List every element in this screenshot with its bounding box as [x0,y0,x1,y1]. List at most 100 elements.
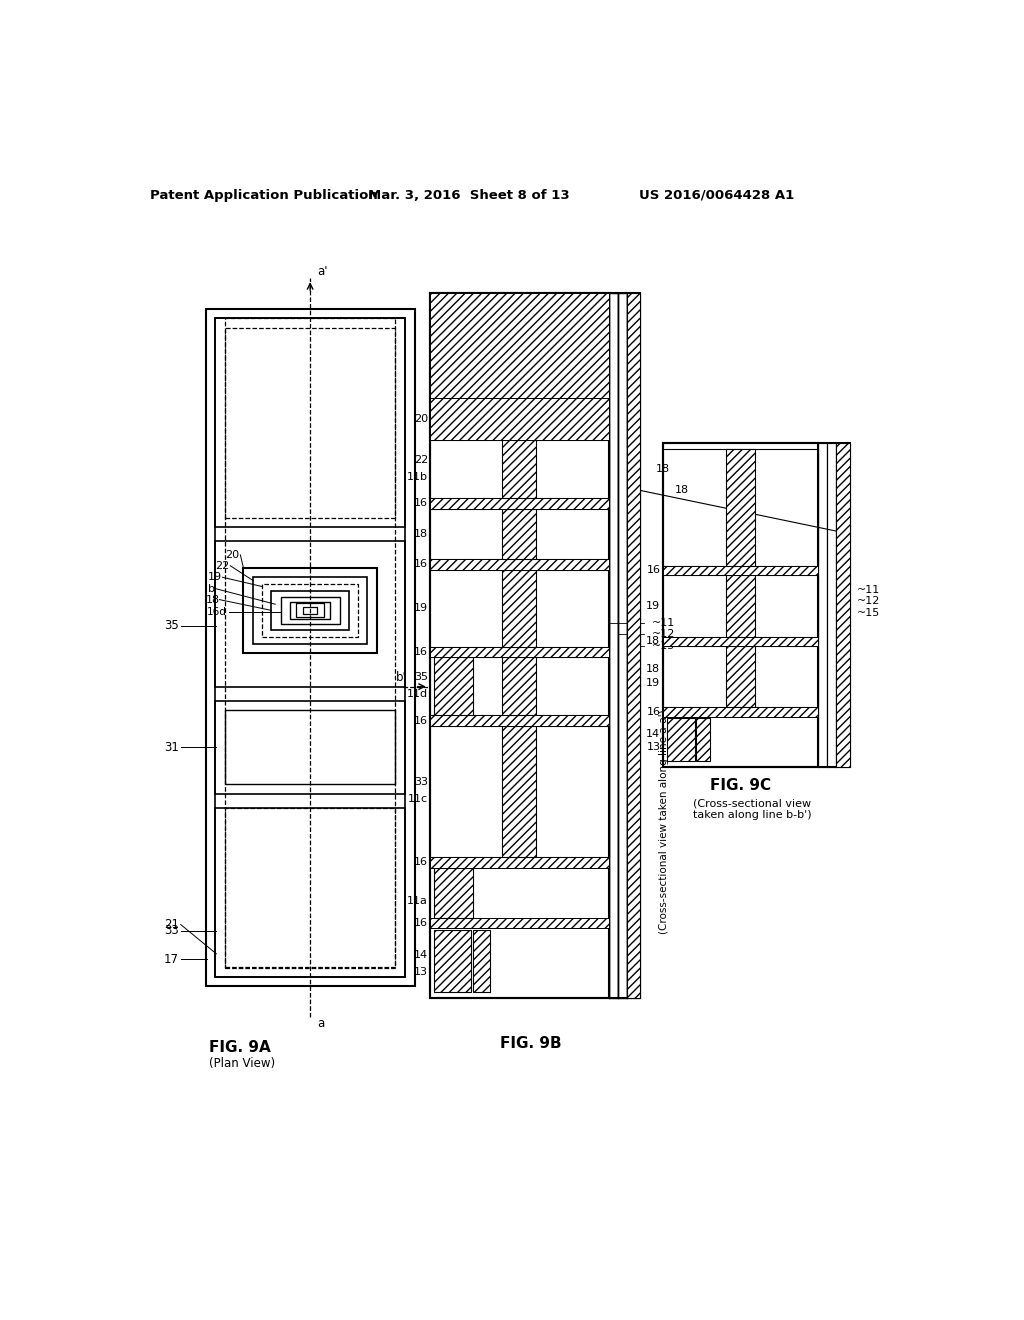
Text: Mar. 3, 2016  Sheet 8 of 13: Mar. 3, 2016 Sheet 8 of 13 [369,189,569,202]
Bar [215,318,406,977]
Bar [430,657,608,715]
Text: 19: 19 [208,573,222,582]
Text: ~15: ~15 [857,607,881,618]
Bar [225,710,395,784]
Bar [663,636,818,645]
Text: a: a [317,1016,325,1030]
Text: 14: 14 [414,949,428,960]
Bar [726,645,755,708]
Text: 11a: 11a [408,896,428,906]
Text: 20: 20 [414,414,428,425]
Bar [430,293,608,397]
Bar [726,449,755,566]
Text: (Plan View): (Plan View) [209,1056,275,1069]
Text: 18: 18 [655,465,670,474]
Text: 13: 13 [414,968,428,977]
Bar [430,570,608,647]
Bar [430,498,608,508]
Bar [303,607,317,614]
Text: 14: 14 [646,729,660,739]
Bar [434,657,473,715]
Text: 17: 17 [164,953,179,966]
Bar [225,318,395,517]
Bar [827,444,837,767]
Text: 13: 13 [646,742,660,752]
Text: (Cross-sectional view taken along line a-a'): (Cross-sectional view taken along line a… [658,710,669,935]
Bar [503,441,537,498]
Text: 20: 20 [225,550,240,560]
Text: 18: 18 [646,664,660,675]
Text: 31: 31 [164,741,179,754]
Bar [818,444,827,767]
Text: ~11: ~11 [857,585,881,594]
Bar [627,293,640,998]
Text: 21: 21 [164,917,179,931]
Bar [215,318,406,527]
Text: FIG. 9B: FIG. 9B [500,1036,562,1052]
Bar [271,591,349,630]
Text: 19: 19 [646,677,660,688]
Text: 16: 16 [414,715,428,726]
Bar [726,576,755,636]
Bar [430,558,608,570]
Text: 16: 16 [414,917,428,928]
Bar [430,726,608,857]
Bar [430,857,608,867]
Bar [215,808,406,977]
Text: 18: 18 [675,486,689,495]
Text: 18: 18 [646,636,660,647]
Bar [663,449,818,566]
Text: b': b' [395,671,407,684]
Bar [608,293,617,998]
Text: 16d: 16d [207,607,226,616]
Bar [215,701,406,793]
Bar [225,327,395,966]
Bar [244,568,377,653]
Bar [663,566,818,576]
Bar [667,718,694,760]
Text: 35: 35 [165,619,179,632]
Bar [430,715,608,726]
Bar [430,441,608,498]
Text: 35: 35 [414,672,428,682]
Bar [290,602,331,619]
Bar [430,508,608,558]
Text: 18: 18 [206,594,220,605]
Bar [503,657,537,715]
Text: 11d: 11d [407,689,428,700]
Text: 16: 16 [414,857,428,867]
Bar [837,444,850,767]
Text: US 2016/0064428 A1: US 2016/0064428 A1 [639,189,795,202]
Bar [503,508,537,558]
Bar [253,577,368,644]
Bar [430,917,608,928]
Text: 33: 33 [165,924,179,937]
Text: 18: 18 [414,529,428,539]
Bar [430,647,608,657]
Text: Patent Application Publication: Patent Application Publication [150,189,378,202]
Bar [503,570,537,647]
Bar [663,444,850,767]
Text: FIG. 9C: FIG. 9C [710,779,771,793]
Bar [206,309,415,986]
Text: 19: 19 [646,601,660,611]
Text: (Cross-sectional view
taken along line b-b'): (Cross-sectional view taken along line b… [692,799,811,820]
Text: a': a' [317,265,328,279]
Bar [430,293,608,998]
Text: ~12: ~12 [652,630,675,639]
Bar [430,293,640,998]
Text: 16: 16 [414,647,428,657]
Bar [225,808,395,968]
Text: 16: 16 [414,499,428,508]
Text: ~11: ~11 [652,618,675,628]
Bar [627,293,640,998]
Text: ~15: ~15 [652,640,675,651]
Text: 22: 22 [215,561,229,570]
Text: 16: 16 [646,708,660,717]
Bar [430,397,608,441]
Text: 22: 22 [414,455,428,465]
Text: 16: 16 [646,565,660,576]
Bar [617,293,627,998]
Bar [281,597,340,624]
Bar [663,645,818,708]
